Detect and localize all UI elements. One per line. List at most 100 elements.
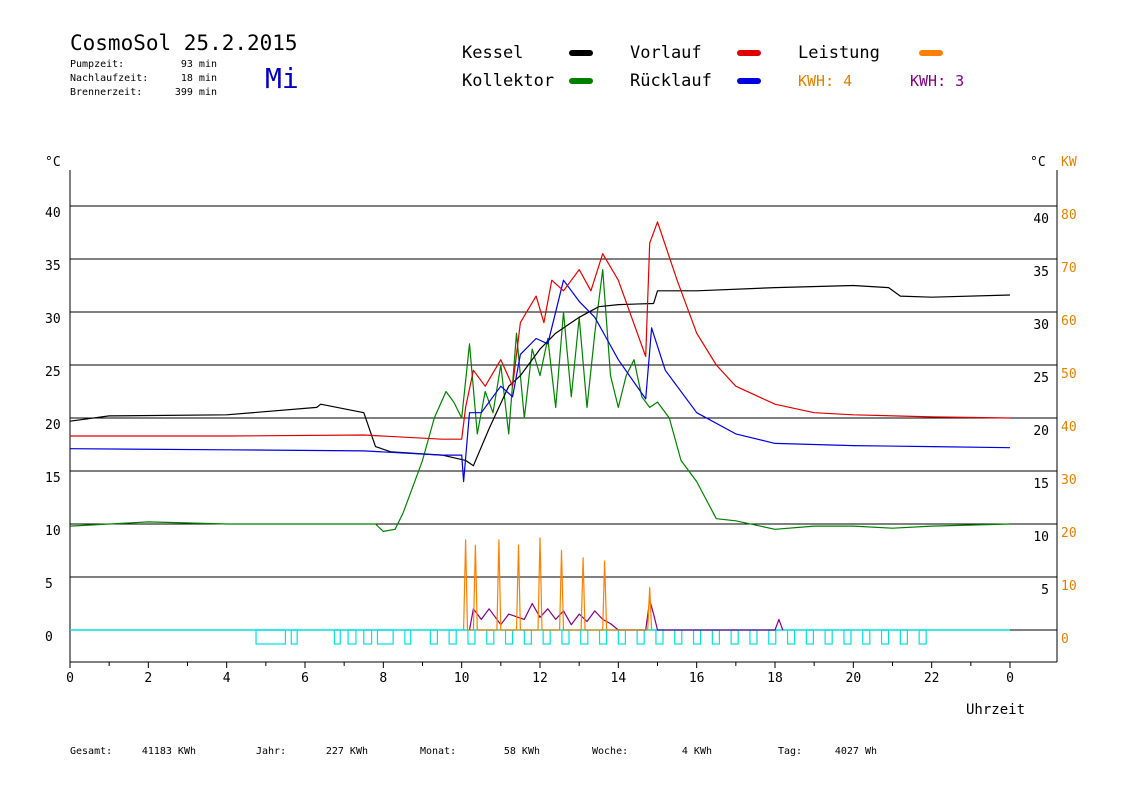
y-tick-label-left: 25 bbox=[45, 365, 61, 380]
x-tick-label: 8 bbox=[379, 671, 387, 686]
pump-block bbox=[448, 629, 457, 645]
y-axis-label-right: °C bbox=[1030, 155, 1046, 170]
pump-block bbox=[636, 629, 645, 645]
y-axis-label-left: °C bbox=[45, 155, 61, 170]
y-tick-label-right: 10 bbox=[1033, 530, 1049, 545]
pump-block bbox=[899, 629, 908, 645]
pump-block bbox=[580, 629, 589, 645]
x-tick-label: 14 bbox=[611, 671, 627, 686]
y-tick-label-kw: 60 bbox=[1061, 314, 1077, 329]
pump-block bbox=[617, 629, 626, 645]
legend: Kessel Vorlauf Leistung Kollektor Rücklauf KW… bbox=[462, 43, 964, 91]
tick-labels: 0 2 4 6 8 10 12 14 16 18 20 22 0 0 5 10 15 20 25 30 35 40 5 10 1… bbox=[45, 206, 1077, 686]
stats: Pumpzeit: 93 min Nachlaufzeit: 18 min Br… bbox=[70, 59, 217, 98]
pump-block bbox=[786, 629, 796, 645]
y-tick-label-left: 10 bbox=[45, 524, 61, 539]
pump-block bbox=[504, 629, 514, 645]
footer-value: 58 KWh bbox=[504, 746, 540, 757]
pump-block bbox=[862, 629, 871, 645]
series-line-kessel bbox=[69, 284, 1011, 467]
x-axis-label: Uhrzeit bbox=[966, 702, 1025, 718]
footer-label: Woche: bbox=[592, 746, 628, 757]
pump-block bbox=[598, 629, 608, 645]
x-tick-label: 20 bbox=[846, 671, 862, 686]
footer-label: Monat: bbox=[420, 746, 456, 757]
legend-label: Vorlauf bbox=[630, 43, 702, 63]
x-tick-label: 4 bbox=[223, 671, 231, 686]
stat-label: Brennerzeit: bbox=[70, 87, 142, 98]
y-tick-label-left: 30 bbox=[45, 312, 61, 327]
y-tick-label-kw: 50 bbox=[1061, 367, 1077, 382]
pump-block bbox=[674, 629, 683, 645]
legend-label: Rücklauf bbox=[630, 71, 712, 91]
pump-block bbox=[824, 629, 833, 645]
y-tick-label-right: 30 bbox=[1033, 318, 1049, 333]
pump-block bbox=[486, 629, 495, 645]
pump-block bbox=[880, 629, 890, 645]
y-axis-label-kw: KW bbox=[1061, 155, 1077, 170]
series-lines bbox=[69, 221, 1011, 631]
x-tick-label: 0 bbox=[1006, 671, 1014, 686]
legend-label: Kollektor bbox=[462, 71, 554, 91]
pump-block bbox=[523, 629, 532, 645]
pump-block bbox=[805, 629, 814, 645]
y-tick-label-kw: 20 bbox=[1061, 526, 1077, 541]
series-line-kollektor bbox=[69, 269, 1011, 533]
footer-label: Tag: bbox=[778, 746, 802, 757]
pump-block bbox=[290, 629, 298, 645]
series-line-leistung bbox=[463, 537, 653, 631]
pump-block bbox=[429, 629, 438, 645]
y-tick-label-kw: 10 bbox=[1061, 579, 1077, 594]
pump-indicator bbox=[70, 629, 1010, 645]
pump-block bbox=[333, 629, 341, 645]
y-tick-label-kw: 0 bbox=[1061, 632, 1069, 647]
x-tick-label: 10 bbox=[454, 671, 470, 686]
y-tick-label-kw: 30 bbox=[1061, 473, 1077, 488]
stat-label: Nachlaufzeit: bbox=[70, 73, 148, 84]
pump-block bbox=[843, 629, 852, 645]
y-tick-label-left: 35 bbox=[45, 259, 61, 274]
y-tick-label-right: 35 bbox=[1033, 265, 1049, 280]
stat-value: 399 min bbox=[175, 87, 217, 98]
pump-block bbox=[692, 629, 702, 645]
footer-label: Gesamt: bbox=[70, 746, 112, 757]
x-tick-label: 22 bbox=[924, 671, 940, 686]
pump-block bbox=[918, 629, 927, 645]
pump-block bbox=[561, 629, 570, 645]
x-tick-label: 2 bbox=[144, 671, 152, 686]
pump-block bbox=[467, 629, 476, 645]
pump-block bbox=[711, 629, 720, 645]
footer-value: 4027 Wh bbox=[835, 746, 877, 757]
pump-block bbox=[655, 629, 664, 645]
pump-block bbox=[255, 629, 287, 645]
pump-block bbox=[376, 629, 394, 645]
y-tick-label-left: 15 bbox=[45, 471, 61, 486]
x-tick-label: 18 bbox=[767, 671, 783, 686]
footer-label: Jahr: bbox=[256, 746, 286, 757]
y-tick-label-left: 40 bbox=[45, 206, 61, 221]
x-tick-label: 12 bbox=[532, 671, 548, 686]
pump-block bbox=[347, 629, 357, 645]
footer-value: 227 KWh bbox=[326, 746, 368, 757]
weekday: Mi bbox=[265, 62, 299, 95]
y-tick-label-left: 0 bbox=[45, 630, 53, 645]
y-tick-label-left: 20 bbox=[45, 418, 61, 433]
y-tick-label-right: 25 bbox=[1033, 371, 1049, 386]
footer-value: 4 KWh bbox=[682, 746, 712, 757]
y-tick-label-right: 40 bbox=[1033, 212, 1049, 227]
legend-label: KWH: 4 bbox=[798, 72, 852, 90]
y-tick-label-kw: 80 bbox=[1061, 208, 1077, 223]
y-tick-label-kw: 70 bbox=[1061, 261, 1077, 276]
chart-title: CosmoSol 25.2.2015 bbox=[70, 31, 298, 55]
series-line-vorlauf bbox=[70, 221, 1011, 440]
stat-label: Pumpzeit: bbox=[70, 59, 124, 70]
pump-block bbox=[363, 629, 373, 645]
legend-label: KWH: 3 bbox=[910, 72, 964, 90]
y-tick-label-left: 5 bbox=[45, 577, 53, 592]
x-tick-label: 0 bbox=[66, 671, 74, 686]
pump-block bbox=[768, 629, 777, 645]
series-line-r-cklauf bbox=[69, 279, 1011, 483]
pump-block bbox=[542, 629, 551, 645]
pump-block bbox=[404, 629, 412, 645]
